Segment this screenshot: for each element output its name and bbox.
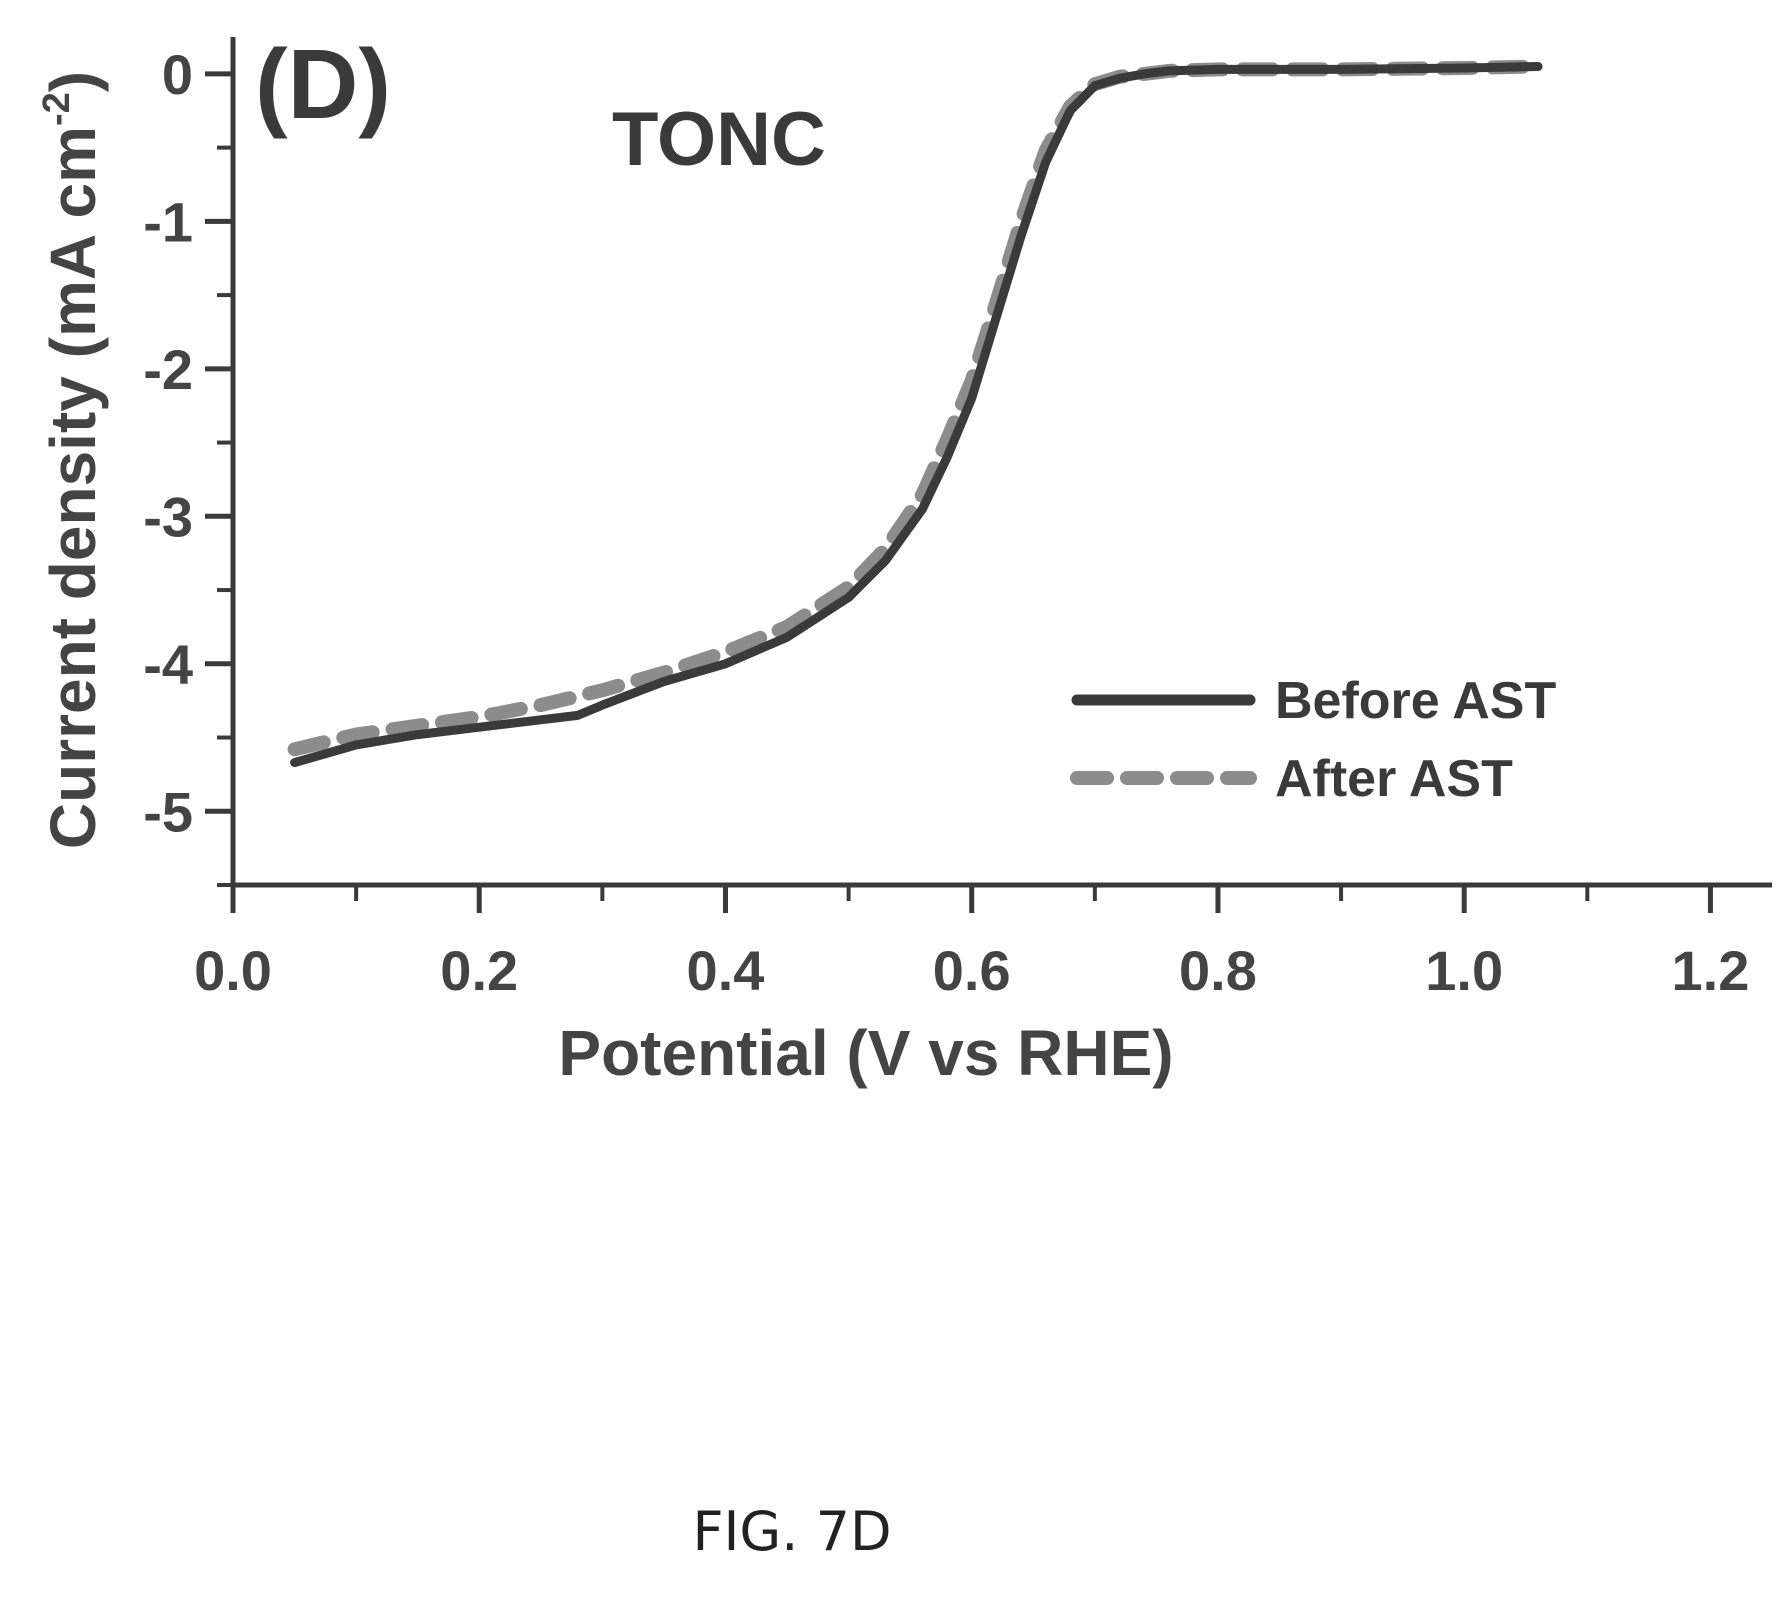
y-tick-label: 0 — [162, 43, 193, 106]
y-tick-labels: 0 -1 -2 -3 -4 -5 — [143, 43, 193, 843]
y-axis-title: Current density (mA cm-2) — [36, 71, 109, 849]
legend-label-after-ast: After AST — [1275, 750, 1513, 808]
series-before-ast-line — [290, 62, 1543, 768]
legend: Before AST After AST — [1070, 672, 1556, 808]
x-tick-label: 1.2 — [1672, 939, 1750, 1002]
x-tick-label: 0.6 — [933, 939, 1011, 1002]
x-tick-labels: 0.0 0.2 0.4 0.6 0.8 1.0 1.2 — [194, 939, 1749, 1002]
series-after-ast-line — [287, 59, 1546, 757]
series-layer — [287, 59, 1546, 768]
figure-caption: FIG. 7D — [692, 1500, 891, 1563]
x-tick-label: 0.0 — [194, 939, 272, 1002]
legend-label-before-ast: Before AST — [1275, 672, 1556, 730]
y-axis-title-superscript: -2 — [36, 92, 78, 126]
y-tick-label: -1 — [143, 190, 193, 253]
x-tick-label: 0.8 — [1179, 939, 1257, 1002]
sample-label: TONC — [612, 97, 826, 182]
chart-area: 0.0 0.2 0.4 0.6 0.8 1.0 1.2 0 -1 -2 -3 -4 -5 (D) TO… — [36, 29, 1772, 1089]
x-axis-title: Potential (V vs RHE) — [558, 1017, 1173, 1089]
major-ticks — [205, 71, 1713, 913]
panel-label: (D) — [255, 29, 391, 139]
x-tick-label: 1.0 — [1425, 939, 1503, 1002]
y-tick-label: -2 — [143, 338, 193, 401]
x-tick-label: 0.4 — [687, 939, 765, 1002]
y-axis-title-close: ) — [37, 71, 109, 92]
y-axis-title-main: Current density (mA cm — [37, 126, 109, 849]
y-tick-label: -3 — [143, 485, 193, 548]
y-tick-label: -5 — [143, 780, 193, 843]
y-tick-label: -4 — [143, 633, 193, 696]
x-tick-label: 0.2 — [440, 939, 518, 1002]
minor-ticks — [217, 145, 1590, 901]
